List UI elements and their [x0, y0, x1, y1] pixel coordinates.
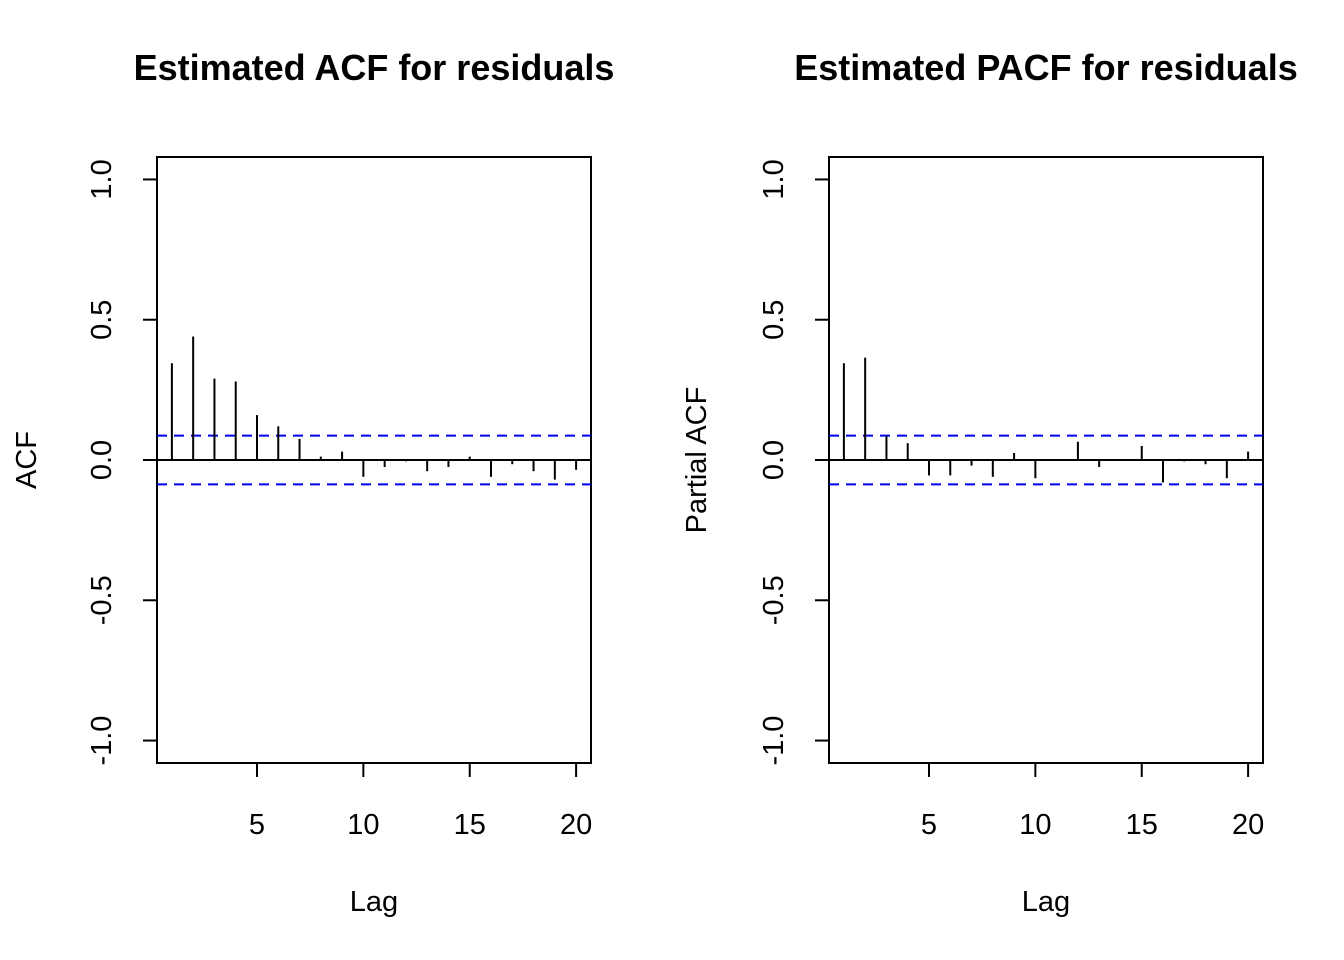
- pacf-xtick-label: 5: [921, 809, 937, 841]
- acf-ytick-label: 0.0: [86, 440, 118, 480]
- acf-ytick-label: -0.5: [86, 575, 118, 625]
- acf-xtick-label: 5: [249, 809, 265, 841]
- acf-xtick-label: 10: [347, 809, 379, 841]
- pacf-xtick-label: 20: [1232, 809, 1264, 841]
- acf-title: Estimated ACF for residuals: [134, 47, 615, 88]
- pacf-ytick-label: -0.5: [758, 575, 790, 625]
- pacf-xlabel: Lag: [1022, 886, 1070, 918]
- acf-panel: Estimated ACF for residuals Lag ACF -1.0…: [11, 47, 614, 918]
- pacf-panel: Estimated PACF for residuals Lag Partial…: [681, 47, 1298, 918]
- acf-plot-area: -1.0 -0.5 0.0 0.5 1.0 5 10 15 20: [86, 156, 592, 841]
- acf-xtick-label: 15: [454, 809, 486, 841]
- pacf-ytick-label: 0.0: [758, 440, 790, 480]
- pacf-ytick-label: 0.5: [758, 300, 790, 340]
- pacf-xtick-label: 15: [1126, 809, 1158, 841]
- pacf-title: Estimated PACF for residuals: [794, 47, 1297, 88]
- acf-xtick-label: 20: [560, 809, 592, 841]
- acf-ylabel: ACF: [11, 431, 43, 489]
- pacf-ylabel: Partial ACF: [681, 387, 713, 534]
- pacf-xtick-label: 10: [1019, 809, 1051, 841]
- acf-ytick-label: 1.0: [86, 159, 118, 199]
- pacf-ytick-label: -1.0: [758, 716, 790, 766]
- pacf-ytick-label: 1.0: [758, 159, 790, 199]
- acf-xlabel: Lag: [350, 886, 398, 918]
- acf-ytick-label: -1.0: [86, 716, 118, 766]
- acf-ytick-label: 0.5: [86, 300, 118, 340]
- pacf-plot-area: -1.0 -0.5 0.0 0.5 1.0 5 10 15 20: [758, 156, 1264, 841]
